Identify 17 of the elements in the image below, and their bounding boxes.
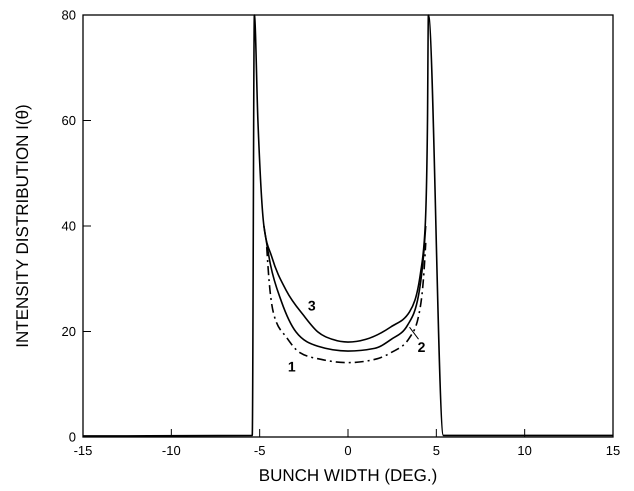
x-axis-title: BUNCH WIDTH (DEG.) (258, 466, 438, 485)
x-tick-label: 5 (432, 443, 440, 458)
y-tick-label: 20 (62, 324, 76, 340)
x-tick-label: 0 (344, 443, 352, 458)
legend-label: 2 (418, 339, 426, 356)
y-tick-label: 60 (62, 113, 76, 128)
y-axis-title: INTENSITY DISTRIBUTION I(θ) (13, 104, 32, 348)
x-tick-label: -10 (162, 443, 181, 458)
y-tick-label: 80 (62, 8, 76, 23)
series-label: 3 (308, 298, 316, 314)
series-label: 1 (288, 358, 296, 374)
x-tick-label: 15 (606, 443, 620, 458)
y-tick-label: 40 (62, 218, 76, 234)
x-tick-label: -15 (74, 443, 92, 458)
y-tick-label: 0 (68, 430, 76, 445)
x-tick-label: -5 (254, 443, 266, 458)
x-tick-label: 10 (517, 443, 532, 458)
